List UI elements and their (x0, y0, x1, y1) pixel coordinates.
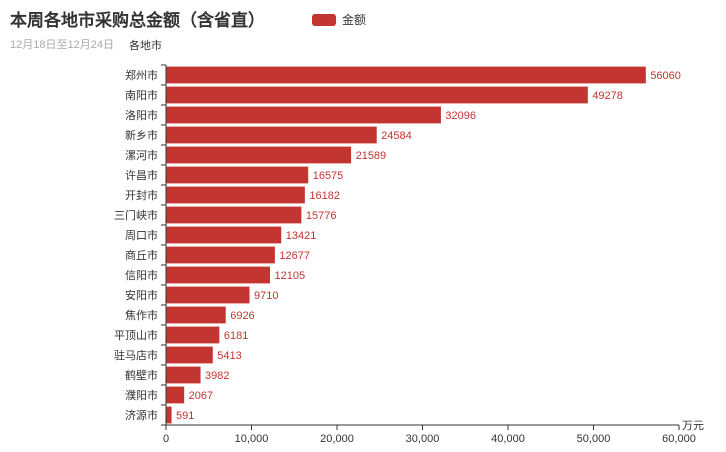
data-label: 16575 (313, 170, 344, 182)
data-label: 56060 (650, 70, 681, 82)
data-label: 49278 (592, 90, 623, 102)
bars (166, 66, 646, 424)
bar (166, 366, 201, 384)
data-label: 21589 (356, 150, 387, 162)
bar (166, 86, 588, 104)
x-tick-label: 50,000 (577, 433, 611, 445)
x-tick-label: 30,000 (406, 433, 440, 445)
bar (166, 126, 377, 144)
y-tick-label: 驻马店市 (114, 348, 158, 362)
bar (166, 106, 441, 124)
y-tick-label: 新乡市 (125, 128, 158, 142)
bar (166, 226, 282, 244)
y-axis-title: 各地市 (129, 38, 162, 52)
x-tick-label: 60,000 (662, 433, 696, 445)
bar (166, 346, 213, 364)
legend-swatch (312, 13, 336, 26)
x-tick-label: 10,000 (235, 433, 269, 445)
y-tick-label: 鹤壁市 (125, 368, 158, 382)
data-label: 2067 (189, 390, 213, 402)
data-label: 12105 (274, 270, 305, 282)
data-label: 32096 (445, 110, 476, 122)
chart-subtitle: 12月18日至12月24日 (10, 39, 114, 51)
chart-title: 本周各地市采购总金额（含省直） (10, 11, 265, 30)
y-tick-label: 平顶山市 (114, 328, 158, 342)
bar (166, 326, 220, 344)
data-label: 24584 (381, 130, 412, 142)
data-label: 591 (176, 410, 194, 422)
bar (166, 166, 309, 184)
x-axis-title: 万元 (682, 420, 704, 432)
data-label: 3982 (205, 370, 229, 382)
y-tick-label: 安阳市 (125, 288, 158, 302)
y-tick-label: 三门峡市 (114, 208, 158, 222)
data-label: 6926 (230, 310, 254, 322)
x-tick-label: 40,000 (491, 433, 525, 445)
y-tick-label: 漯河市 (125, 148, 158, 162)
y-tick-label: 洛阳市 (125, 108, 158, 122)
data-label: 13421 (286, 230, 317, 242)
labels: 郑州市南阳市洛阳市新乡市漯河市许昌市开封市三门峡市周口市商丘市信阳市安阳市焦作市… (114, 68, 681, 422)
y-tick-label: 南阳市 (125, 88, 158, 102)
y-tick-label: 周口市 (125, 228, 158, 242)
bar (166, 286, 250, 304)
y-tick-label: 济源市 (125, 408, 158, 422)
bar (166, 146, 352, 164)
y-tick-label: 商丘市 (125, 248, 158, 262)
x-tick-label: 20,000 (320, 433, 354, 445)
y-tick-label: 濮阳市 (125, 388, 158, 402)
data-label: 5413 (217, 350, 241, 362)
y-tick-label: 郑州市 (125, 68, 158, 82)
bar (166, 266, 270, 284)
bar (166, 246, 275, 264)
bar (166, 206, 302, 224)
y-tick-label: 许昌市 (125, 168, 158, 182)
bar (166, 406, 172, 424)
y-tick-label: 信阳市 (125, 268, 158, 282)
data-label: 15776 (306, 210, 337, 222)
legend[interactable]: 金额 (312, 11, 366, 28)
data-label: 12677 (279, 250, 310, 262)
y-tick-label: 开封市 (125, 188, 158, 202)
bar (166, 66, 646, 84)
y-tick-label: 焦作市 (125, 308, 158, 322)
data-label: 16182 (309, 190, 340, 202)
x-tick-label: 0 (163, 433, 169, 445)
bar (166, 386, 185, 404)
data-label: 6181 (224, 330, 248, 342)
bar (166, 306, 226, 324)
legend-label: 金额 (342, 13, 367, 27)
data-label: 9710 (254, 290, 278, 302)
bar (166, 186, 305, 204)
